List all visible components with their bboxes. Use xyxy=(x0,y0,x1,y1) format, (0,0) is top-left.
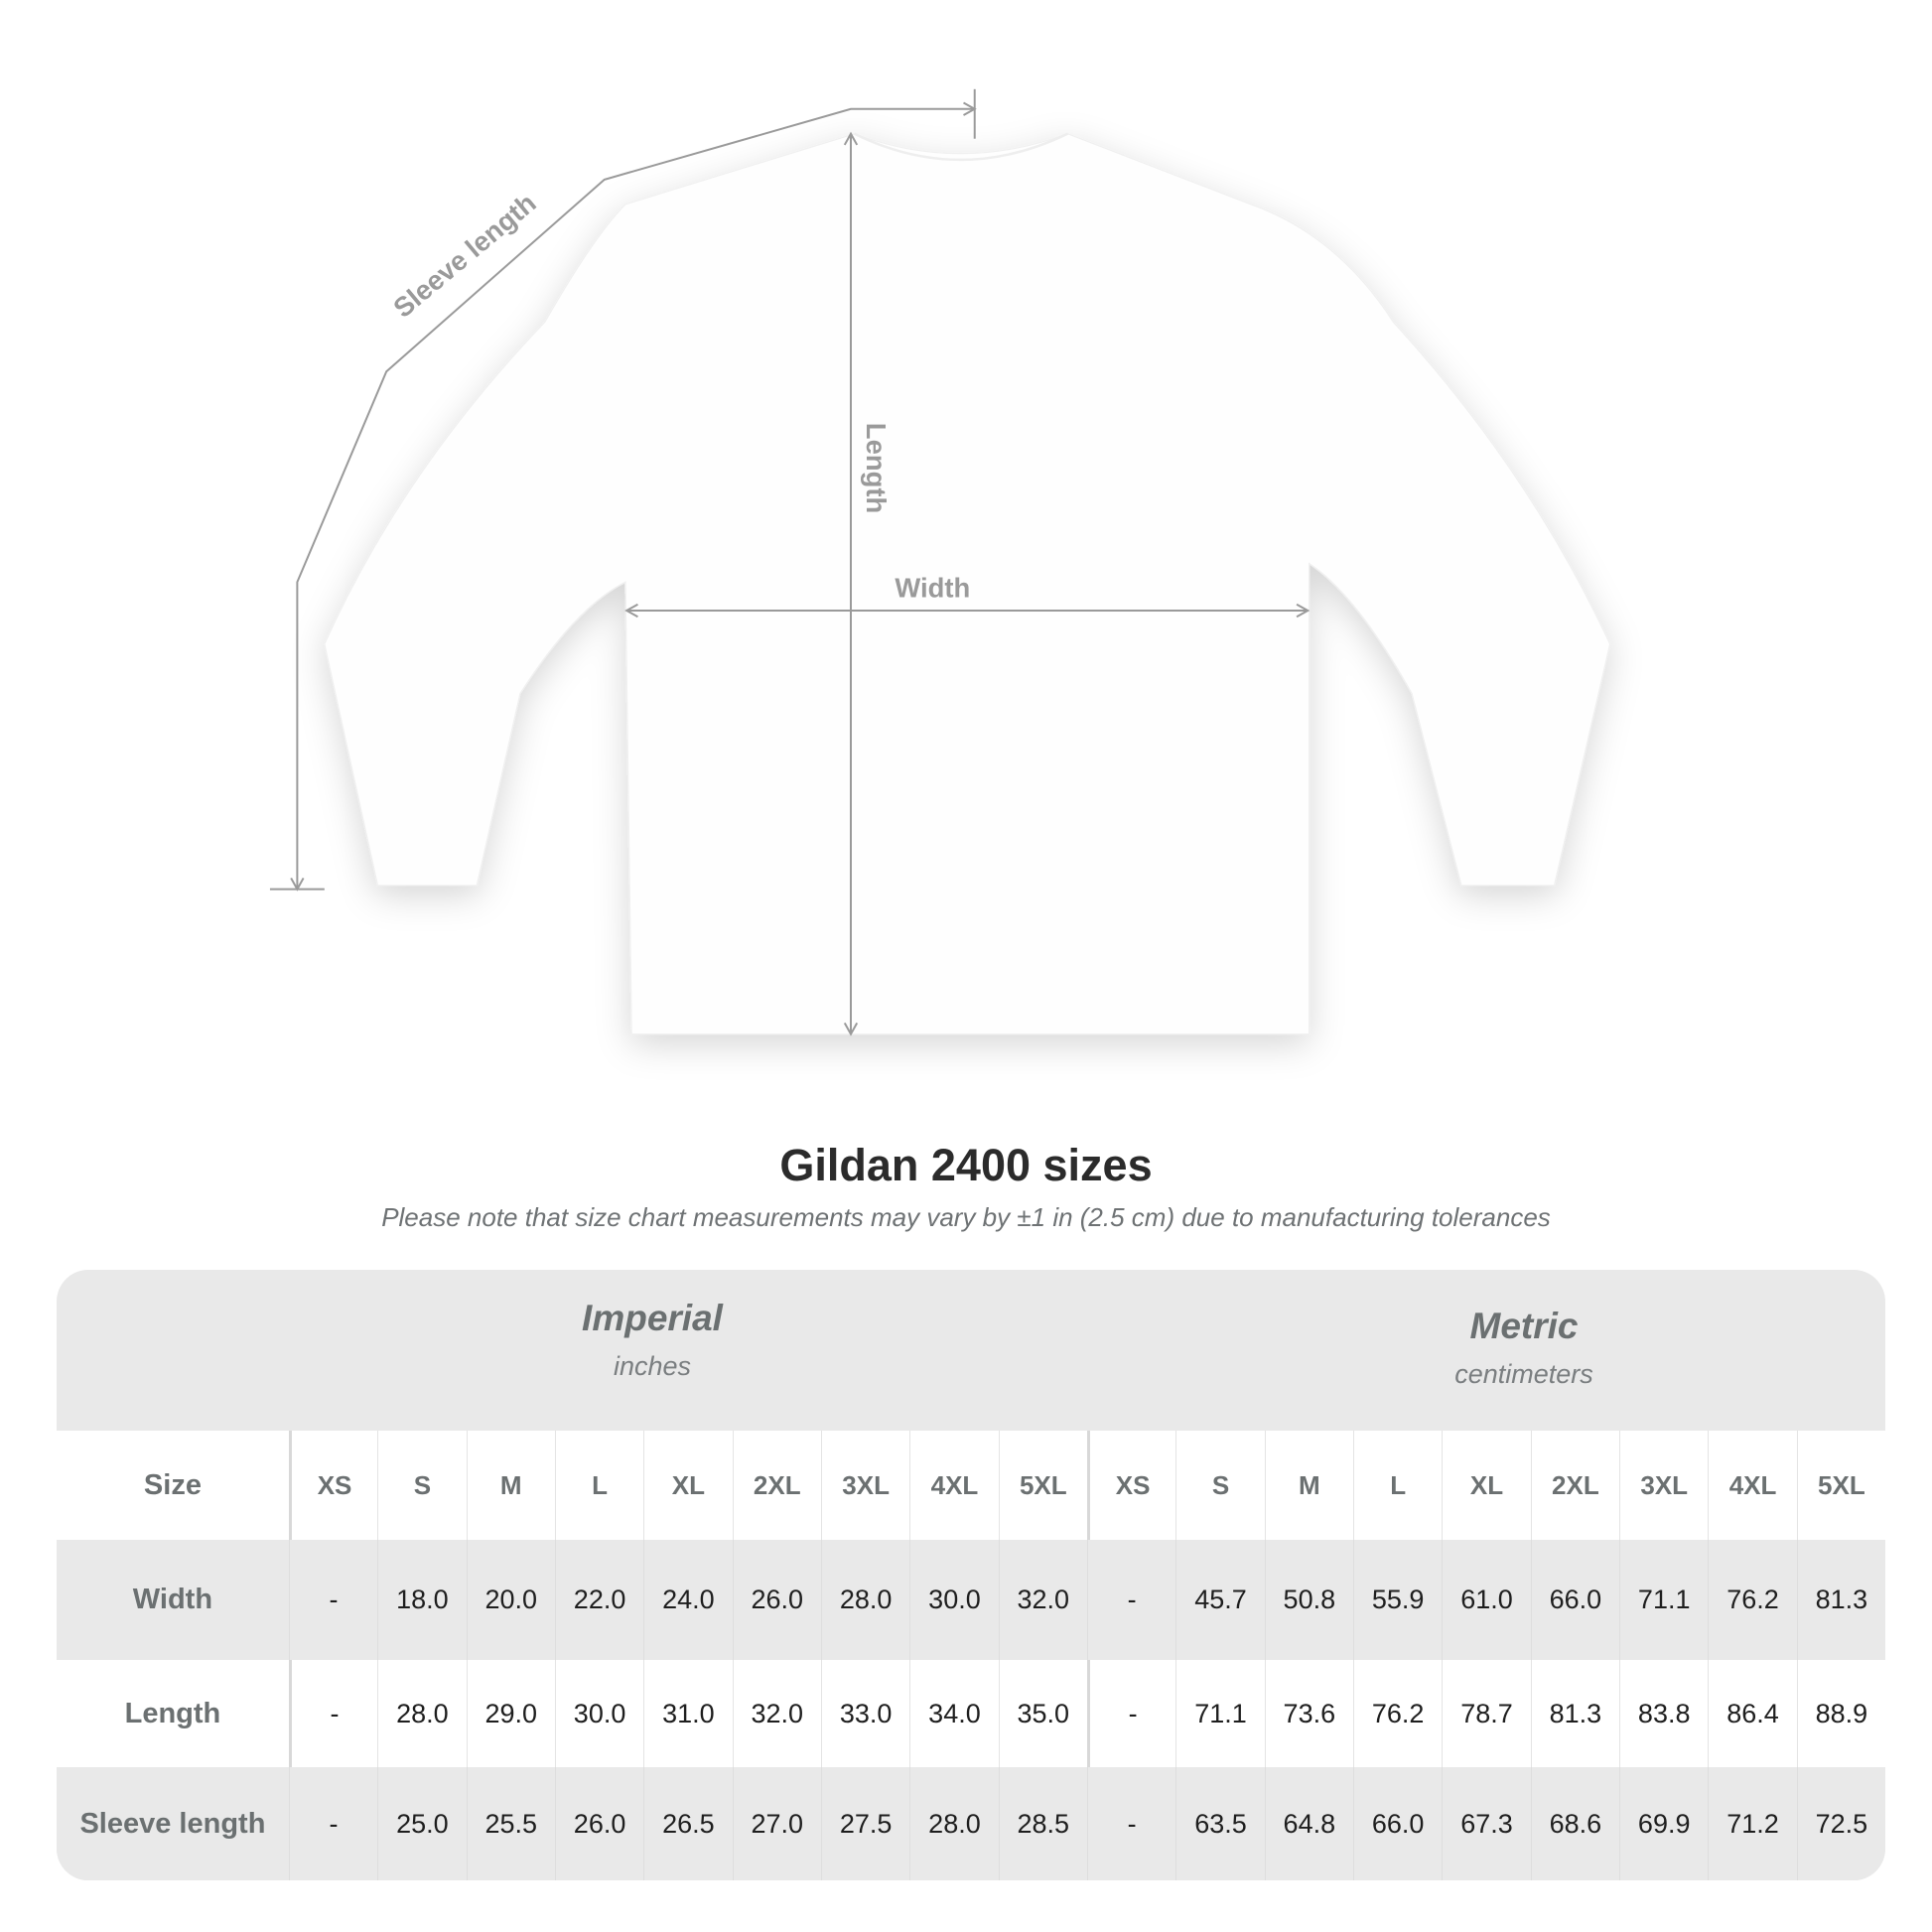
value-cell: 76.2 xyxy=(1353,1660,1442,1767)
value-cell: 78.7 xyxy=(1442,1660,1530,1767)
value-cell: 68.6 xyxy=(1530,1767,1619,1880)
size-header-cell: S xyxy=(1175,1431,1264,1540)
value-cell: 66.0 xyxy=(1530,1540,1619,1660)
value-cell: 64.8 xyxy=(1264,1767,1353,1880)
metric-title: Metric xyxy=(1469,1306,1579,1346)
value-cell: 26.5 xyxy=(643,1767,732,1880)
value-cell: 35.0 xyxy=(998,1660,1087,1767)
metric-header: Metric centimeters xyxy=(1226,1306,1822,1390)
size-header-cell: M xyxy=(466,1431,555,1540)
sleeve-line xyxy=(290,101,977,892)
size-header-cell: L xyxy=(554,1431,643,1540)
value-cell: 27.0 xyxy=(732,1767,821,1880)
page-title: Gildan 2400 sizes xyxy=(779,1140,1153,1190)
table-row: Length -28.0 29.0 30.0 31.0 32.0 33.0 34.0 35.0-… xyxy=(57,1660,1885,1767)
value-cell: 32.0 xyxy=(732,1660,821,1767)
size-header-cell: L xyxy=(1353,1431,1442,1540)
tolerance-note: Please note that size chart measurements… xyxy=(381,1202,1551,1232)
value-cell: 25.0 xyxy=(377,1767,466,1880)
size-header-cell: M xyxy=(1264,1431,1353,1540)
size-header-cell: XS xyxy=(1086,1431,1175,1540)
value-cell: 50.8 xyxy=(1264,1540,1353,1660)
size-table: Imperial inches Metric centimeters Size … xyxy=(57,1270,1885,1880)
size-header-cell: 2XL xyxy=(732,1431,821,1540)
value-cell: 28.5 xyxy=(998,1767,1087,1880)
size-header-cell: 5XL xyxy=(998,1431,1087,1540)
table-row: Sleeve length -25.0 25.5 26.0 26.5 27.0 27.5 28… xyxy=(57,1767,1885,1880)
value-cell: 71.1 xyxy=(1175,1660,1264,1767)
value-cell: 45.7 xyxy=(1175,1540,1264,1660)
imperial-title: Imperial xyxy=(582,1298,723,1338)
value-cell: 24.0 xyxy=(643,1540,732,1660)
size-header-cell: S xyxy=(377,1431,466,1540)
metric-unit: centimeters xyxy=(1454,1359,1593,1389)
row-label: Width xyxy=(132,1584,213,1615)
value-cell: 67.3 xyxy=(1442,1767,1530,1880)
row-label: Length xyxy=(124,1697,221,1729)
size-header-row: Size XS S M L XL 2XL 3XL 4XL 5XL XS S M L XL 2XL 3XL 4XL… xyxy=(57,1431,1885,1540)
value-cell: 25.5 xyxy=(466,1767,555,1880)
imperial-unit: inches xyxy=(613,1351,692,1381)
width-label: Width xyxy=(895,572,970,603)
value-cell: - xyxy=(288,1660,377,1767)
value-cell: 61.0 xyxy=(1442,1540,1530,1660)
value-cell: 73.6 xyxy=(1264,1660,1353,1767)
value-cell: 22.0 xyxy=(554,1540,643,1660)
value-cell: - xyxy=(1086,1540,1175,1660)
imperial-header: Imperial inches xyxy=(354,1298,950,1382)
value-cell: 33.0 xyxy=(820,1660,909,1767)
value-cell: 72.5 xyxy=(1796,1767,1885,1880)
size-header-cell: 3XL xyxy=(1619,1431,1708,1540)
size-header-cell: XL xyxy=(643,1431,732,1540)
size-header-cell: 4XL xyxy=(1708,1431,1796,1540)
value-cell: - xyxy=(288,1767,377,1880)
value-cell: 55.9 xyxy=(1353,1540,1442,1660)
value-cell: - xyxy=(288,1540,377,1660)
value-cell: 66.0 xyxy=(1353,1767,1442,1880)
size-header-cell: XS xyxy=(288,1431,377,1540)
value-cell: 81.3 xyxy=(1530,1660,1619,1767)
size-header-cell: 3XL xyxy=(820,1431,909,1540)
size-label: Size xyxy=(143,1468,202,1501)
row-label: Sleeve length xyxy=(79,1807,266,1840)
value-cell: 18.0 xyxy=(377,1540,466,1660)
value-cell: 26.0 xyxy=(732,1540,821,1660)
value-cell: 29.0 xyxy=(466,1660,555,1767)
size-header-cell: 4XL xyxy=(909,1431,998,1540)
value-cell: 30.0 xyxy=(554,1660,643,1767)
value-cell: 32.0 xyxy=(998,1540,1087,1660)
size-header-cell: 2XL xyxy=(1530,1431,1619,1540)
value-cell: 28.0 xyxy=(377,1660,466,1767)
value-cell: 83.8 xyxy=(1619,1660,1708,1767)
value-cell: 30.0 xyxy=(909,1540,998,1660)
value-cell: 20.0 xyxy=(466,1540,555,1660)
size-header-cell: 5XL xyxy=(1796,1431,1885,1540)
value-cell: - xyxy=(1086,1767,1175,1880)
value-cell: 76.2 xyxy=(1708,1540,1796,1660)
table-row: Width -18.0 20.0 22.0 24.0 26.0 28.0 30.0 32.0-4… xyxy=(57,1540,1885,1660)
value-cell: 88.9 xyxy=(1796,1660,1885,1767)
value-cell: 28.0 xyxy=(909,1767,998,1880)
value-cell: 34.0 xyxy=(909,1660,998,1767)
value-cell: 31.0 xyxy=(643,1660,732,1767)
value-cell: 86.4 xyxy=(1708,1660,1796,1767)
unit-header: Imperial inches Metric centimeters xyxy=(57,1270,1885,1431)
length-label: Length xyxy=(861,423,892,513)
size-header-cell: XL xyxy=(1442,1431,1530,1540)
value-cell: 71.2 xyxy=(1708,1767,1796,1880)
value-cell: 63.5 xyxy=(1175,1767,1264,1880)
value-cell: 28.0 xyxy=(820,1540,909,1660)
value-cell: 69.9 xyxy=(1619,1767,1708,1880)
value-cell: - xyxy=(1086,1660,1175,1767)
value-cell: 26.0 xyxy=(554,1767,643,1880)
value-cell: 71.1 xyxy=(1619,1540,1708,1660)
value-cell: 27.5 xyxy=(820,1767,909,1880)
value-cell: 81.3 xyxy=(1796,1540,1885,1660)
